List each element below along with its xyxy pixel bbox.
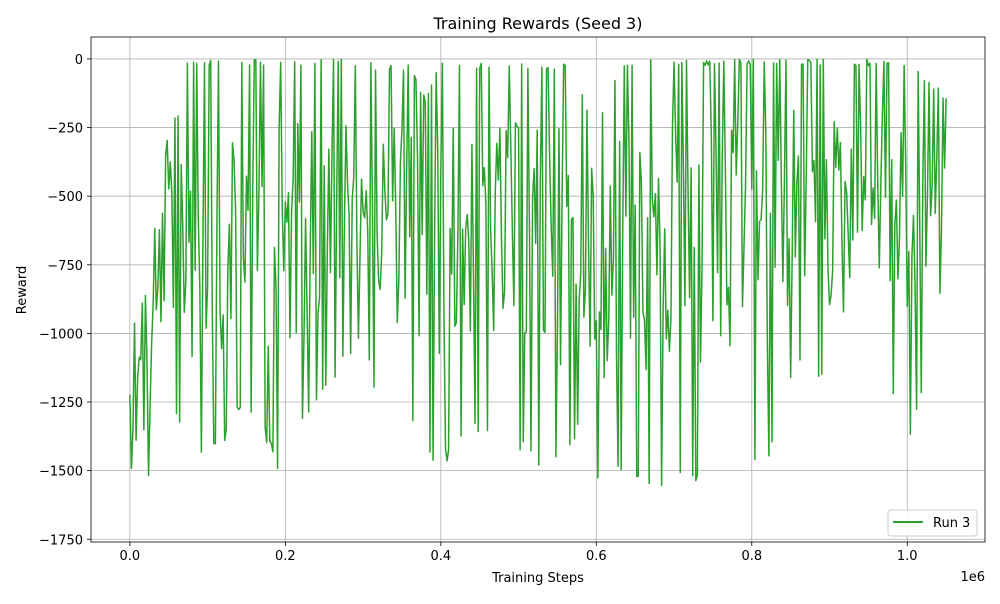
series-line-run-3 <box>129 58 947 487</box>
chart-title: Training Rewards (Seed 3) <box>433 14 643 33</box>
plot-frame <box>90 36 986 543</box>
x-tick-label: 0.8 <box>741 549 762 564</box>
legend-box <box>887 509 978 537</box>
axis-ticks: 0.0 0.2 0.4 0.6 0.8 1.0 0 −250 −500 −750 −1000 −125… <box>39 53 918 564</box>
legend-label-run-3: Run 3 <box>933 516 970 531</box>
y-tick-label: −1250 <box>39 396 83 411</box>
x-tick-label: 0.4 <box>430 549 451 564</box>
y-tick-label: −750 <box>47 259 83 274</box>
x-tick-label: 0.2 <box>275 549 296 564</box>
x-tick-label: 0.6 <box>586 549 607 564</box>
y-tick-label: −1750 <box>39 533 83 548</box>
x-tick-label: 0.0 <box>120 549 141 564</box>
x-tick-label: 1.0 <box>897 549 918 564</box>
x-axis-label: Training Steps <box>491 571 584 586</box>
y-axis-label: Reward <box>15 266 30 314</box>
x-axis-offset-label: 1e6 <box>960 570 985 585</box>
y-tick-label: −500 <box>47 190 83 205</box>
y-tick-label: −1500 <box>39 465 83 480</box>
series-layer <box>129 58 947 487</box>
y-tick-label: −250 <box>47 122 83 137</box>
legend: Run 3 <box>887 509 978 537</box>
y-tick-label: 0 <box>75 53 83 68</box>
y-tick-label: −1000 <box>39 327 83 342</box>
